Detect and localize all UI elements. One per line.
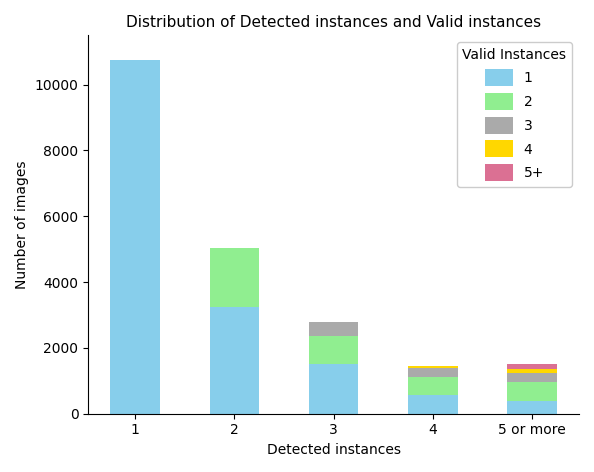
Bar <box>408 377 457 395</box>
Bar <box>309 364 358 414</box>
Bar <box>210 247 259 307</box>
Bar <box>110 60 160 414</box>
Legend: 1, 2, 3, 4, 5+: 1, 2, 3, 4, 5+ <box>457 42 572 187</box>
Bar <box>408 366 457 368</box>
Bar <box>507 382 557 401</box>
Bar <box>309 321 358 337</box>
Bar <box>507 369 557 373</box>
Bar <box>507 364 557 369</box>
Bar <box>507 373 557 382</box>
Bar <box>507 401 557 414</box>
Bar <box>309 337 358 364</box>
Bar <box>408 368 457 377</box>
Title: Distribution of Detected instances and Valid instances: Distribution of Detected instances and V… <box>126 15 541 30</box>
X-axis label: Detected instances: Detected instances <box>267 443 400 457</box>
Bar <box>210 307 259 414</box>
Y-axis label: Number of images: Number of images <box>15 160 29 289</box>
Bar <box>408 395 457 414</box>
